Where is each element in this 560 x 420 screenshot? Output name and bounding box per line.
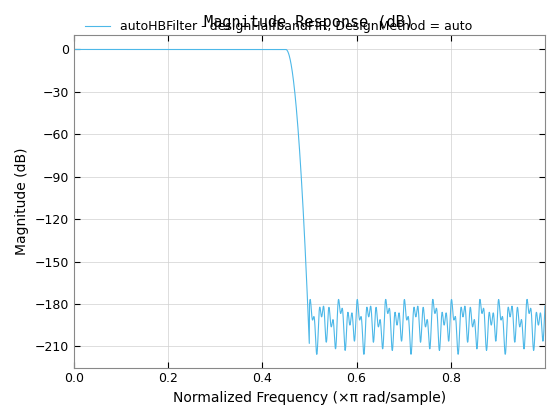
X-axis label: Normalized Frequency (×π rad/sample): Normalized Frequency (×π rad/sample) xyxy=(173,391,446,405)
Title: Magnitude Response (dB): Magnitude Response (dB) xyxy=(204,15,414,30)
Y-axis label: Magnitude (dB): Magnitude (dB) xyxy=(15,148,29,255)
Legend: autoHBFilter - designHalfbandFIR, DesignMethod = auto: autoHBFilter - designHalfbandFIR, Design… xyxy=(80,15,477,38)
